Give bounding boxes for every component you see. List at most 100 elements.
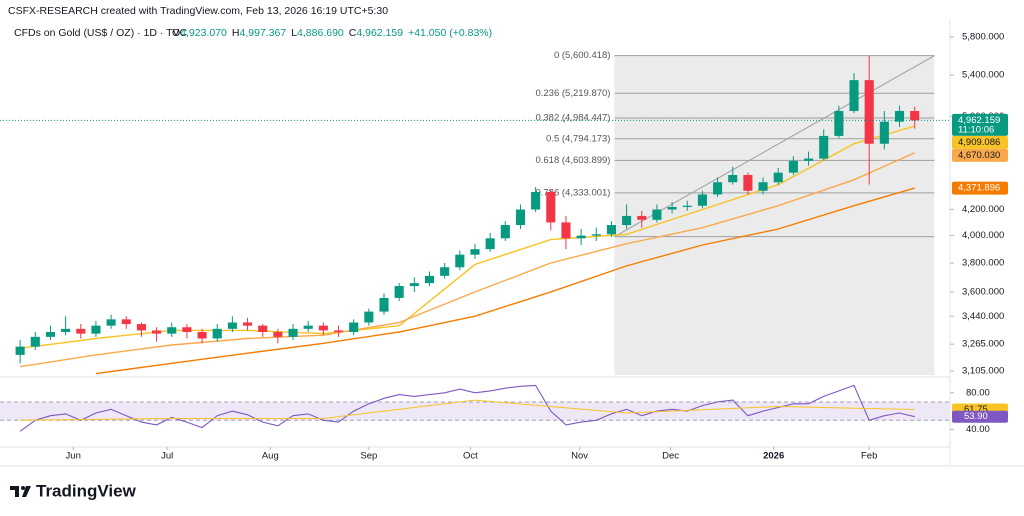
fib-label: 0.382 (4,984.447) [535,112,610,123]
attribution: CSFX-RESEARCH created with TradingView.c… [8,5,388,17]
candle-body [910,110,920,121]
symbol: CFDs on Gold (US$ / OZ) · 1D · TVC [14,27,188,39]
candle-body [394,286,404,298]
candle-body [455,254,465,268]
candle-body [349,322,359,333]
ohlc-value: +41.050 (+0.83%) [408,27,492,39]
candle-body [30,336,40,347]
candle-body [212,328,222,339]
candle-body [561,222,571,239]
candle-body [45,332,56,337]
candle-body [879,121,889,144]
price-tag-label: 4,962.159 [958,115,1000,126]
candle-body [167,327,177,334]
candle-body [546,191,556,223]
candle-body [606,225,616,235]
ohlc-key: O [172,27,180,39]
rsi-ma [20,399,915,421]
rsi-tick-label: 40.00 [966,424,990,435]
y-tick-label: 3,800.000 [962,258,1004,269]
branding: TradingView [36,481,137,500]
x-tick-label: Sep [360,451,377,462]
rsi-band [0,401,950,421]
y-tick-label: 3,440.000 [962,311,1004,322]
tv-logo-icon [10,486,31,497]
candle-body [515,209,526,226]
candle-body [849,80,859,111]
price-tag-label: 4,909.086 [958,137,1000,148]
y-tick-label: 3,265.000 [962,339,1004,350]
x-tick-label: Dec [662,451,679,462]
rsi-tick-label: 80.00 [966,387,990,398]
x-tick-label: Jul [161,451,173,462]
candle-body [485,238,495,250]
ohlc-value: 4,997.367 [239,27,286,39]
candle-body [61,328,71,333]
candle-body [637,215,647,220]
ohlc-value: 4,962.159 [356,27,403,39]
candle-body [318,325,328,331]
y-tick-label: 3,600.000 [962,286,1004,297]
candle-body [303,325,313,329]
price-tag-label: 4,670.030 [958,150,1000,161]
candle-body [424,275,435,284]
ohlc-value: 4,886.690 [297,27,344,39]
candle-body [379,297,389,312]
fib-label: 0 (5,600.418) [554,50,611,61]
y-tick-label: 4,200.000 [962,204,1004,215]
ohlc-key: H [232,27,240,39]
candle-body [227,322,237,329]
fib-label: 0.236 (5,219.870) [535,88,610,99]
fib-label: 0.5 (4,794.173) [546,133,610,144]
candle-body [333,330,344,333]
candle-body [622,215,632,226]
candle-body [652,209,662,220]
fib-zone [614,55,935,375]
ohlc-key: L [291,27,297,39]
fib-trend [614,55,935,238]
candle-body [288,328,298,337]
candle-body [152,330,162,334]
candle-body [106,319,116,326]
candle-body [819,135,829,159]
candle-body [803,158,814,161]
y-tick-label: 3,105.000 [962,366,1004,377]
candle-body [788,160,798,173]
candle-body [273,332,283,337]
candle-body [364,311,374,323]
candle-body [121,319,131,325]
y-tick-label: 5,400.000 [962,70,1004,81]
candle-body [136,324,146,331]
price-tag-label: 4,371.896 [958,183,1000,194]
price-tag [952,148,1008,162]
rsi-tag [952,410,1008,423]
candle-body [440,267,450,276]
rsi-tag-label: 53.90 [964,411,988,422]
candle-body [576,235,586,239]
candle-body [697,194,707,206]
candle-body [773,172,783,183]
candle-body [15,346,25,355]
candle-body [894,110,905,122]
moving-average [95,187,915,375]
x-tick-label: Feb [861,451,877,462]
moving-average [19,152,915,368]
candle-body [834,110,844,136]
candle-body [591,234,601,236]
price-tag [952,135,1008,149]
price-tag-countdown: 11:10:06 [958,124,994,135]
candle-body [470,249,480,255]
candle-body [743,175,753,191]
x-tick-label: Aug [262,451,279,462]
ohlc-value: 4,923.070 [180,27,227,39]
candle-body [91,325,101,334]
price-tag [952,181,1008,195]
rsi-tag-label: 61.75 [964,404,988,415]
candle-body [258,325,268,333]
x-tick-label: 2026 [763,451,784,462]
candle-body [682,205,692,207]
candle-body [864,80,874,144]
y-tick-label: 5,800.000 [962,31,1004,42]
x-tick-label: Nov [571,451,588,462]
